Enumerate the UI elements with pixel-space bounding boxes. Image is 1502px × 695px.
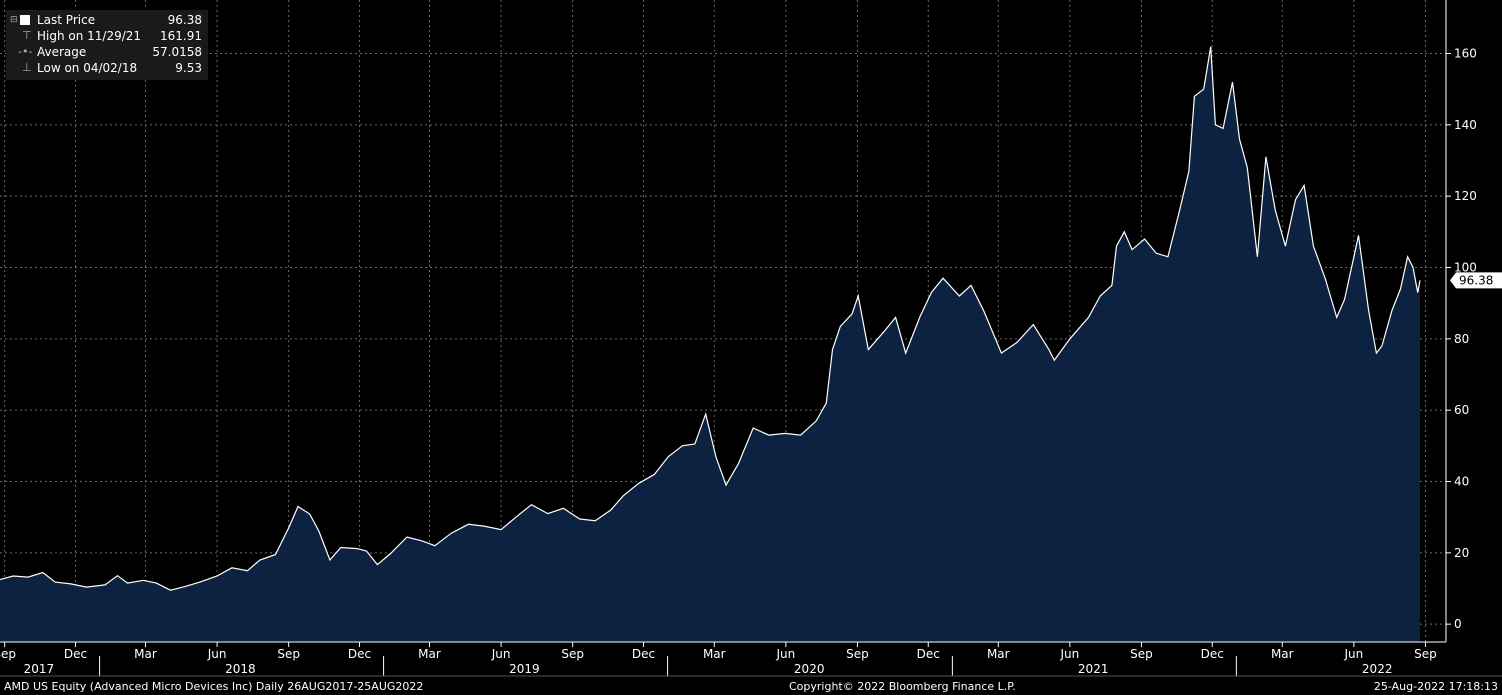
x-tick-label: Mar	[134, 647, 157, 661]
average-marker-icon: -•-	[18, 45, 33, 58]
footer-security: AMD US Equity (Advanced Micro Devices In…	[4, 680, 424, 693]
y-tick-label: 40	[1454, 475, 1469, 489]
x-tick-label: Jun	[1059, 647, 1079, 661]
y-tick-label: 0	[1454, 617, 1462, 631]
legend-average: -•- Average 57.0158	[6, 44, 208, 60]
y-tick-label: 20	[1454, 546, 1469, 560]
price-area	[0, 46, 1421, 642]
legend-square-icon: ⊟	[10, 12, 32, 30]
y-tick-label: 160	[1454, 47, 1477, 61]
last-price-tag	[1450, 272, 1502, 289]
y-tick-label: 60	[1454, 403, 1469, 417]
x-tick-label: Sep	[561, 647, 584, 661]
axis-labels: 0 20 40 60 80 100 120 140 160 Sep Dec Mar Jun Sep Dec M…	[0, 47, 1502, 676]
x-tick-label: Jun	[491, 647, 511, 661]
x-tick-label: Jun	[775, 647, 795, 661]
last-price-tag-label: 96.38	[1459, 273, 1493, 287]
x-tick-label: Jun	[207, 647, 227, 661]
legend-last-price-value: 96.38	[167, 13, 202, 27]
year-label: 2019	[509, 662, 540, 676]
legend-last-price-label: Last Price	[37, 13, 96, 27]
x-tick-label: Mar	[703, 647, 726, 661]
legend-box: ⊟ Last Price 96.38 ⊤ High on 11/29/21 16…	[6, 10, 208, 80]
year-label: 2021	[1078, 662, 1109, 676]
year-label: 2018	[225, 662, 256, 676]
x-tick-label: Dec	[1201, 647, 1224, 661]
x-tick-label: Mar	[1271, 647, 1294, 661]
x-tick-label: Dec	[348, 647, 371, 661]
x-tick-label: Sep	[0, 647, 16, 661]
legend-high-value: 161.91	[160, 29, 202, 43]
legend-average-value: 57.0158	[152, 45, 202, 59]
x-tick-label: Jun	[1343, 647, 1363, 661]
x-tick-label: Sep	[277, 647, 300, 661]
high-marker-icon: ⊤	[22, 29, 32, 42]
price-line	[0, 46, 1421, 591]
year-label: 2017	[24, 662, 55, 676]
x-tick-label: Dec	[632, 647, 655, 661]
legend-low: ⊥ Low on 04/02/18 9.53	[6, 60, 208, 76]
y-tick-label: 80	[1454, 332, 1469, 346]
footer-timestamp: 25-Aug-2022 17:18:13	[1373, 680, 1498, 693]
legend-last-price: ⊟ Last Price 96.38	[6, 12, 208, 28]
x-tick-label: Dec	[64, 647, 87, 661]
axes	[0, 0, 1502, 677]
year-label: 2022	[1362, 662, 1393, 676]
y-tick-label: 140	[1454, 118, 1477, 132]
x-tick-label: Sep	[1130, 647, 1153, 661]
x-tick-label: Sep	[1414, 647, 1437, 661]
legend-high: ⊤ High on 11/29/21 161.91	[6, 28, 208, 44]
year-label: 2020	[794, 662, 825, 676]
x-tick-label: Mar	[987, 647, 1010, 661]
y-tick-label: 100	[1454, 261, 1477, 275]
y-tick-label: 120	[1454, 189, 1477, 203]
x-tick-label: Dec	[917, 647, 940, 661]
legend-high-label: High on 11/29/21	[37, 29, 142, 43]
area-fill	[0, 46, 1420, 642]
x-tick-label: Sep	[846, 647, 869, 661]
low-marker-icon: ⊥	[22, 61, 32, 74]
legend-low-value: 9.53	[175, 61, 202, 75]
legend-low-label: Low on 04/02/18	[37, 61, 138, 75]
footer-copyright: Copyright© 2022 Bloomberg Finance L.P.	[789, 680, 1016, 693]
x-tick-label: Mar	[418, 647, 441, 661]
legend-average-label: Average	[37, 45, 87, 59]
